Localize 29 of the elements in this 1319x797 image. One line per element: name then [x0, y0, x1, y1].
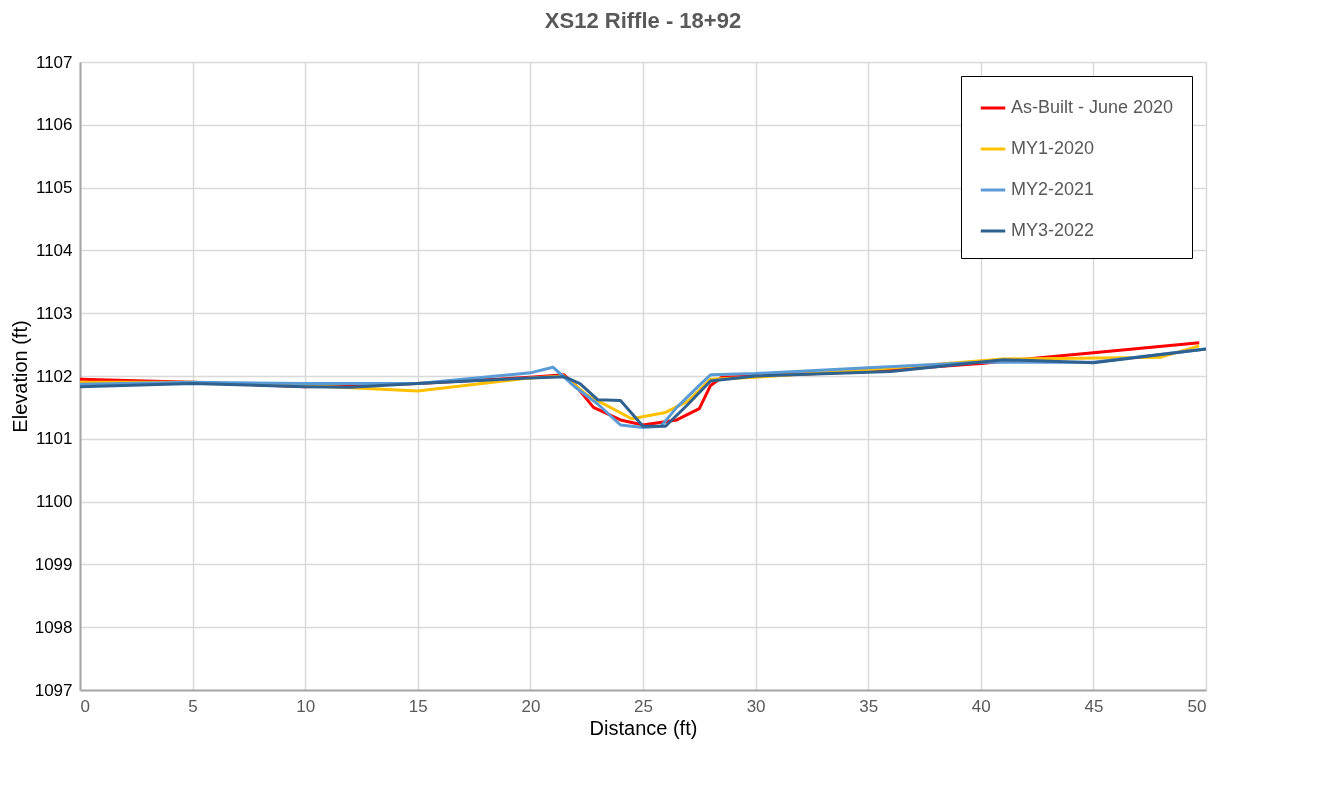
- x-tick-label: 35: [859, 696, 879, 716]
- legend-label: As-Built - June 2020: [1011, 97, 1174, 117]
- y-tick-label: 1103: [35, 303, 73, 323]
- y-tick-label: 1107: [35, 52, 73, 72]
- y-tick-label: 1106: [35, 115, 73, 135]
- x-tick-label: 5: [188, 696, 198, 716]
- y-tick-label: 1100: [35, 492, 73, 512]
- legend-label: MY1-2020: [1011, 138, 1095, 158]
- y-tick-label: 1099: [34, 554, 73, 574]
- chart-title: XS12 Riffle - 18+92: [544, 8, 742, 33]
- x-tick-label: 0: [80, 696, 90, 716]
- x-tick-label: 30: [746, 696, 766, 716]
- x-tick-label: 25: [634, 696, 653, 716]
- x-axis-title: Distance (ft): [589, 716, 698, 739]
- x-tick-label: 15: [408, 696, 428, 716]
- x-tick-label: 50: [1187, 696, 1207, 716]
- x-tick-label: 20: [521, 696, 541, 716]
- y-axis-title: Elevation (ft): [8, 320, 31, 433]
- legend-label: MY2-2021: [1011, 179, 1095, 199]
- y-tick-label: 1101: [35, 429, 73, 449]
- y-tick-label: 1104: [35, 240, 73, 260]
- y-tick-label: 1105: [35, 178, 73, 198]
- y-tick-label: 1102: [35, 366, 73, 386]
- y-tick-label: 1098: [34, 617, 73, 637]
- y-tick-label: 1097: [34, 680, 73, 700]
- x-tick-label: 10: [296, 696, 316, 716]
- legend-label: MY3-2022: [1011, 220, 1095, 240]
- x-tick-label: 40: [971, 696, 991, 716]
- x-tick-label: 45: [1084, 696, 1104, 716]
